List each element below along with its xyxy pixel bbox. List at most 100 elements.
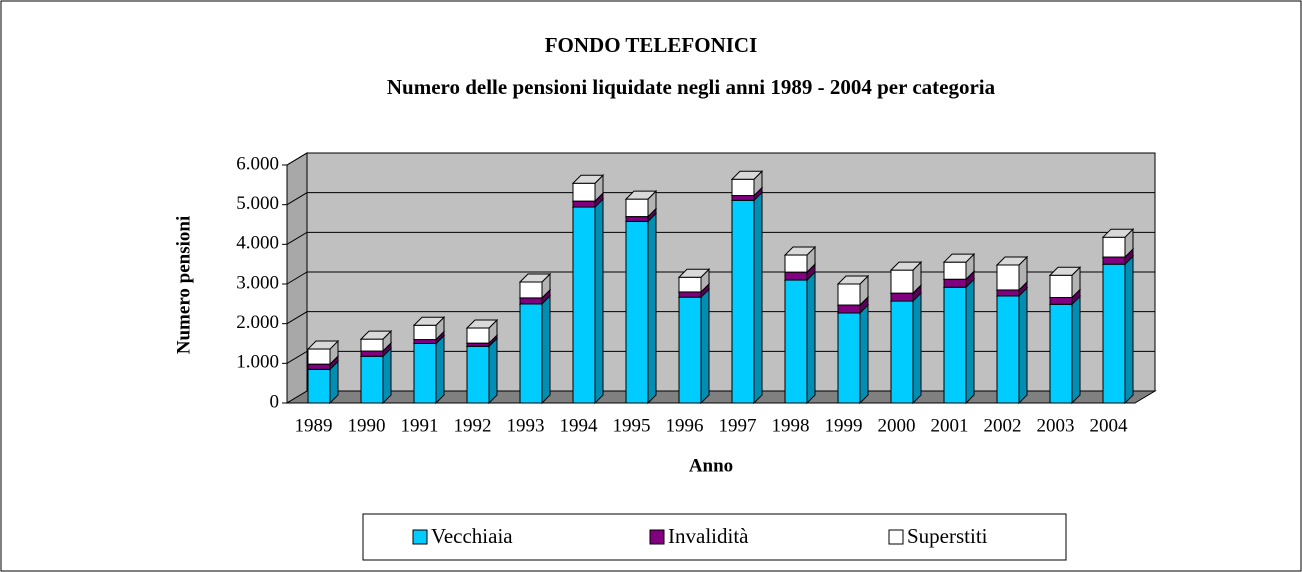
bar-face	[678, 296, 702, 404]
bar-face	[488, 337, 498, 405]
x-tick-label: 2002	[984, 415, 1022, 436]
bar-face	[996, 264, 1020, 291]
bar-segment	[412, 334, 446, 405]
bar-face	[466, 327, 490, 344]
bar-face	[965, 277, 975, 405]
bar-segment	[783, 245, 817, 274]
bar-face	[943, 286, 967, 404]
bar-face	[678, 291, 702, 298]
bar-segment	[359, 329, 393, 353]
bar-face	[912, 291, 922, 405]
bar-face	[784, 254, 808, 273]
bar-segment	[836, 274, 870, 307]
bar-face	[943, 278, 967, 288]
bar-face	[360, 338, 384, 352]
bar-face	[594, 197, 604, 405]
bar-face	[995, 256, 1029, 266]
legend-label: Superstiti	[907, 524, 988, 548]
bar-segment	[465, 337, 499, 405]
legend-swatch	[888, 529, 904, 545]
bar-face	[859, 303, 869, 405]
bar-segment	[942, 252, 976, 281]
bar-face	[996, 295, 1020, 404]
bar-face	[518, 273, 552, 283]
bar-segment	[783, 270, 817, 405]
bar-segment	[624, 212, 658, 405]
chart-title: FONDO TELEFONICI	[545, 33, 758, 57]
x-tick-label: 1999	[825, 415, 863, 436]
bar-face	[1049, 303, 1073, 404]
y-tick-label: 1.000	[236, 352, 279, 373]
bar-face	[1048, 266, 1082, 276]
bar-face	[806, 270, 816, 405]
bar-face	[890, 269, 914, 294]
y-axis-label: Numero pensioni	[173, 216, 194, 354]
bar-face	[836, 275, 870, 285]
bar-face	[519, 281, 543, 299]
bar-segment	[518, 294, 552, 405]
bar-face	[307, 348, 331, 365]
bar-face	[413, 339, 437, 344]
bar-face	[837, 283, 861, 306]
bar-face	[753, 191, 763, 405]
bar-face	[465, 319, 499, 329]
bar-face	[731, 178, 755, 197]
bar-face	[519, 297, 543, 305]
bar-face	[307, 368, 331, 404]
bar-face	[625, 198, 649, 218]
bar-face	[413, 343, 437, 404]
bar-segment	[412, 316, 446, 341]
y-tick-label: 0	[270, 391, 280, 412]
x-tick-label: 1997	[719, 415, 757, 436]
grid-line	[286, 271, 1155, 285]
bar-face	[572, 182, 596, 202]
bar-segment	[995, 286, 1029, 405]
bar-face	[784, 271, 808, 281]
bar-face	[837, 312, 861, 404]
bar-face	[783, 246, 817, 256]
bar-face	[996, 289, 1020, 297]
x-tick-label: 1990	[348, 415, 386, 436]
grid-line	[286, 231, 1155, 245]
bar-segment	[518, 272, 552, 300]
bar-face	[307, 363, 331, 370]
bar-face	[571, 174, 605, 184]
bar-segment	[306, 339, 340, 366]
bar-segment	[889, 260, 923, 295]
grid-line	[286, 311, 1155, 325]
grid-line	[286, 192, 1155, 206]
bar-segment	[942, 277, 976, 405]
bar-segment	[1101, 227, 1135, 259]
x-tick-label: 1995	[613, 415, 651, 436]
bar-face	[1101, 228, 1135, 238]
x-tick-label: 1993	[507, 415, 545, 436]
bar-face	[412, 316, 446, 326]
x-tick-label: 1992	[454, 415, 492, 436]
y-tick-label: 5.000	[236, 193, 279, 214]
bar-face	[1018, 286, 1028, 405]
x-tick-label: 1989	[295, 415, 333, 436]
bar-face	[890, 300, 914, 404]
bar-face	[624, 190, 658, 200]
bar-segment	[995, 255, 1029, 292]
bar-face	[890, 292, 914, 302]
x-tick-label: 2003	[1037, 415, 1075, 436]
bar-segment	[1101, 254, 1135, 405]
bar-face	[572, 200, 596, 208]
bar-face	[889, 261, 923, 271]
legend-swatch	[649, 529, 665, 545]
bar-face	[1049, 274, 1073, 298]
bar-face	[730, 170, 764, 180]
bar-face	[519, 303, 543, 404]
bar-face	[1071, 295, 1081, 405]
legend-label: Vecchiaia	[431, 524, 513, 548]
bar-face	[359, 330, 393, 340]
legend-swatch	[412, 529, 428, 545]
x-tick-label: 2001	[931, 415, 969, 436]
bar-segment	[1048, 266, 1082, 299]
bar-face	[541, 294, 551, 405]
bar-face	[1102, 256, 1126, 265]
bar-segment	[465, 318, 499, 345]
bar-face	[625, 220, 649, 404]
bar-face	[360, 355, 384, 404]
